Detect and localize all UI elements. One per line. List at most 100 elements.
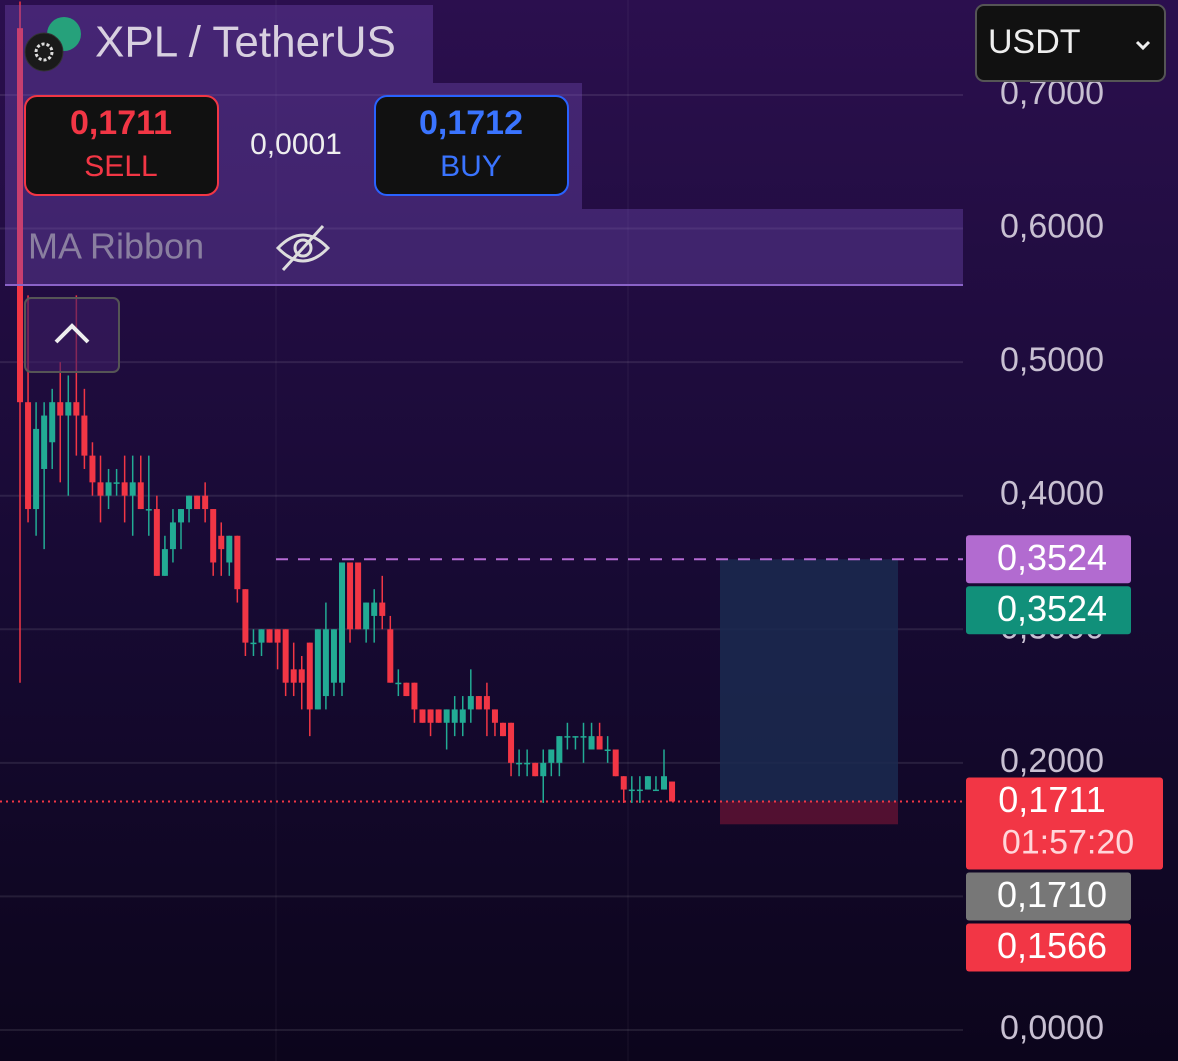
candle-body — [427, 709, 434, 723]
y-tick-label: 0,5000 — [1000, 341, 1104, 379]
candle-body — [202, 495, 209, 510]
header-panel: XPL / TetherUS 0,1711 SELL 0,0001 0,1712… — [5, 5, 963, 373]
indicator-bg — [5, 209, 963, 285]
candle-body — [57, 402, 64, 416]
candle-body — [121, 482, 128, 496]
candle-body — [290, 669, 297, 683]
candle-body — [210, 509, 217, 563]
candle-body — [620, 776, 627, 790]
candle-body — [218, 535, 225, 550]
candle-body — [419, 709, 426, 723]
logo-mark — [34, 42, 54, 62]
hide-indicator-icon[interactable] — [275, 224, 331, 272]
price-tag — [966, 535, 1131, 584]
position-stop — [720, 801, 898, 825]
candle-body — [161, 549, 168, 576]
indicator-name: MA Ribbon — [28, 226, 204, 267]
price-tag — [966, 872, 1131, 921]
pair-title: XPL / TetherUS — [95, 18, 396, 67]
price-tag-label: 0,1566 — [997, 925, 1107, 966]
candle-body — [347, 562, 354, 630]
candle-body — [443, 709, 450, 723]
candle-body — [363, 602, 370, 630]
logo-xpl — [24, 32, 64, 72]
candle-body — [169, 522, 176, 550]
collapse-button[interactable] — [24, 297, 120, 373]
candle-body — [178, 509, 184, 523]
candle-body — [451, 709, 458, 723]
plot: 0,00000,10000,20000,30000,40000,50000,60… — [0, 1, 1163, 1047]
candle-body — [371, 602, 378, 616]
candle-body — [661, 776, 667, 790]
candle-body — [596, 736, 603, 750]
dropdown-box[interactable] — [975, 4, 1166, 82]
candle-body — [355, 562, 362, 630]
candle-body — [435, 709, 442, 723]
candle-body — [556, 736, 563, 763]
candle-body — [250, 642, 257, 645]
y-tick-label: 0,6000 — [1000, 208, 1104, 246]
candle-body — [644, 776, 651, 790]
candle-body — [186, 495, 193, 510]
y-tick-label: 0,0000 — [1000, 1009, 1104, 1047]
candle-body — [194, 495, 201, 510]
candle-body — [467, 696, 474, 710]
y-tick-label: 0,4000 — [1000, 475, 1104, 513]
candle-body — [524, 762, 531, 765]
sell-price: 0,1711 — [70, 104, 172, 142]
candle-body — [491, 709, 498, 723]
candle-body — [540, 762, 547, 777]
currency-dropdown[interactable]: USDT — [975, 4, 1166, 82]
price-tag — [966, 777, 1163, 870]
candle-body — [508, 722, 515, 763]
candle-body — [322, 629, 329, 697]
candle-body — [387, 629, 394, 683]
chevron-up — [54, 323, 90, 344]
candle-body — [33, 428, 40, 510]
candle-body — [129, 482, 136, 496]
candle-body — [395, 682, 402, 685]
candle-body — [306, 642, 313, 710]
candle-body — [25, 402, 32, 510]
candle-body — [403, 682, 410, 697]
price-tag-label: 0,3524 — [997, 537, 1107, 578]
price-tag-countdown: 01:57:20 — [1002, 823, 1134, 861]
price-tag — [966, 586, 1131, 635]
candle-body — [49, 402, 56, 443]
spread: 0,0001 — [250, 128, 342, 161]
candle-body — [274, 629, 281, 643]
candle-body — [628, 789, 635, 792]
price-tag-label: 0,1711 — [998, 779, 1105, 820]
candle-body — [532, 762, 539, 777]
candle-body — [580, 736, 587, 738]
candle-body — [652, 789, 659, 792]
sell-button[interactable] — [24, 95, 219, 196]
price-tag-label: 0,3524 — [997, 588, 1107, 629]
dropdown-chevron — [1135, 40, 1151, 51]
candle-body — [97, 482, 104, 496]
candle-body — [298, 669, 305, 683]
buy-label: BUY — [440, 150, 502, 183]
candle-body — [572, 736, 579, 738]
candle-body — [612, 749, 619, 777]
candle-body — [604, 749, 611, 751]
candle-body — [145, 509, 152, 511]
candle-body — [548, 749, 555, 763]
candle-body — [564, 736, 571, 738]
candle-body — [41, 415, 48, 469]
buy-button[interactable] — [374, 95, 569, 196]
candle-body — [234, 535, 241, 590]
candle-body — [65, 402, 72, 416]
candle-body — [105, 482, 112, 496]
candle-body — [73, 402, 80, 416]
candle-body — [258, 629, 265, 643]
candle-body — [669, 781, 676, 802]
price-tag — [966, 923, 1131, 972]
price-tag-label: 0,1710 — [997, 874, 1107, 915]
candle-body — [81, 415, 88, 456]
candle-body — [411, 682, 418, 710]
candle-body — [339, 562, 345, 683]
currency: USDT — [988, 23, 1081, 61]
candle-body — [516, 762, 523, 765]
